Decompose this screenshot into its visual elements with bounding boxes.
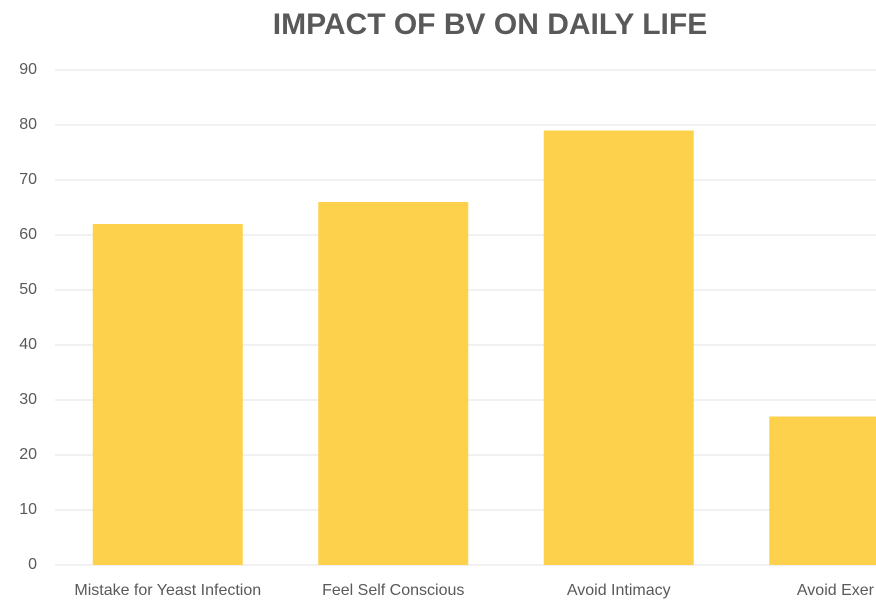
- y-tick-label: 40: [19, 336, 37, 353]
- y-tick-label: 10: [19, 501, 37, 518]
- y-tick-label: 90: [19, 61, 37, 78]
- bar: [92, 224, 243, 565]
- x-tick-label: Avoid Exer: [797, 582, 875, 599]
- y-tick-label: 80: [19, 116, 37, 133]
- y-tick-label: 0: [28, 556, 37, 573]
- x-tick-label: Mistake for Yeast Infection: [74, 582, 261, 599]
- x-tick-label: Avoid Intimacy: [567, 582, 671, 599]
- chart-title: IMPACT OF BV ON DAILY LIFE: [273, 8, 707, 41]
- y-tick-label: 60: [19, 226, 37, 243]
- bar: [543, 130, 694, 565]
- bar: [318, 202, 469, 565]
- y-tick-label: 30: [19, 391, 37, 408]
- y-tick-label: 20: [19, 446, 37, 463]
- x-tick-label: Feel Self Conscious: [322, 582, 464, 599]
- y-tick-label: 70: [19, 171, 37, 188]
- bar: [769, 416, 876, 565]
- y-tick-label: 50: [19, 281, 37, 298]
